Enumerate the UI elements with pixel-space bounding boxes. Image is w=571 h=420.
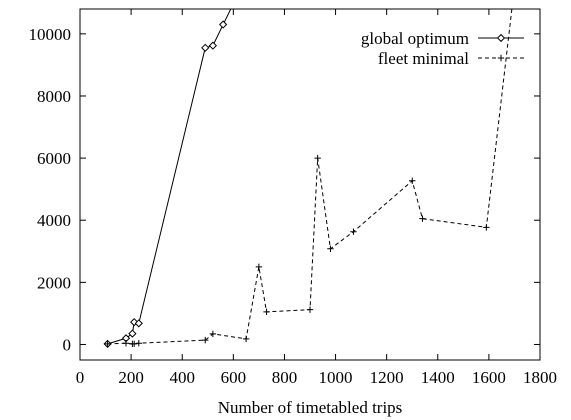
data-point — [219, 20, 228, 29]
legend-sample-global-optimum — [478, 33, 524, 43]
series-fleet-minimal — [104, 9, 513, 348]
data-point — [255, 263, 263, 271]
x-tick-label: 1000 — [319, 368, 353, 387]
data-series — [103, 9, 513, 348]
axis-ticks: 0 200 400 600 800 1000 1200 1400 1600 1800 0 2000 40… — [29, 9, 557, 387]
legend-label-global-optimum: global optimum — [361, 29, 469, 48]
data-point — [135, 340, 142, 347]
data-point — [314, 154, 321, 162]
plot-frame — [79, 8, 541, 361]
y-tick-label: 6000 — [37, 149, 71, 168]
data-point — [409, 177, 416, 184]
x-tick-label: 1800 — [523, 368, 557, 387]
legend-label-fleet-minimal: fleet minimal — [378, 49, 469, 68]
data-point — [419, 215, 426, 222]
x-tick-label: 800 — [272, 368, 298, 387]
y-tick-label: 0 — [63, 335, 72, 354]
x-tick-label: 200 — [118, 368, 144, 387]
data-point — [208, 41, 217, 50]
data-point — [209, 330, 217, 338]
data-point — [128, 329, 137, 338]
data-point — [201, 43, 210, 52]
plot-axes — [79, 8, 541, 361]
x-tick-label: 0 — [76, 368, 85, 387]
y-tick-label: 8000 — [37, 87, 71, 106]
x-tick-label: 1200 — [370, 368, 404, 387]
y-tick-label: 2000 — [37, 273, 71, 292]
data-point — [122, 340, 130, 347]
x-tick-label: 400 — [169, 368, 195, 387]
x-tick-label: 600 — [221, 368, 247, 387]
legend: global optimum fleet minimal — [361, 29, 524, 68]
x-axis-label: Number of timetabled trips — [218, 398, 403, 417]
data-point — [134, 319, 143, 328]
legend-marker — [497, 54, 505, 62]
series-line — [107, 9, 513, 345]
x-tick-label: 1600 — [472, 368, 506, 387]
data-point — [242, 335, 250, 343]
series-line — [107, 9, 232, 345]
series-global-optimum — [103, 9, 232, 348]
x-tick-label: 1400 — [421, 368, 455, 387]
data-point — [202, 336, 209, 344]
data-point — [130, 340, 138, 348]
legend-sample-fleet-minimal — [478, 54, 524, 62]
y-tick-label: 4000 — [37, 211, 71, 230]
data-point — [263, 308, 270, 316]
legend-marker — [496, 33, 506, 43]
data-point — [306, 306, 314, 313]
data-point — [327, 245, 334, 252]
data-point — [104, 340, 111, 348]
data-point — [483, 224, 490, 231]
y-tick-label: 10000 — [29, 25, 72, 44]
data-point — [350, 228, 357, 235]
